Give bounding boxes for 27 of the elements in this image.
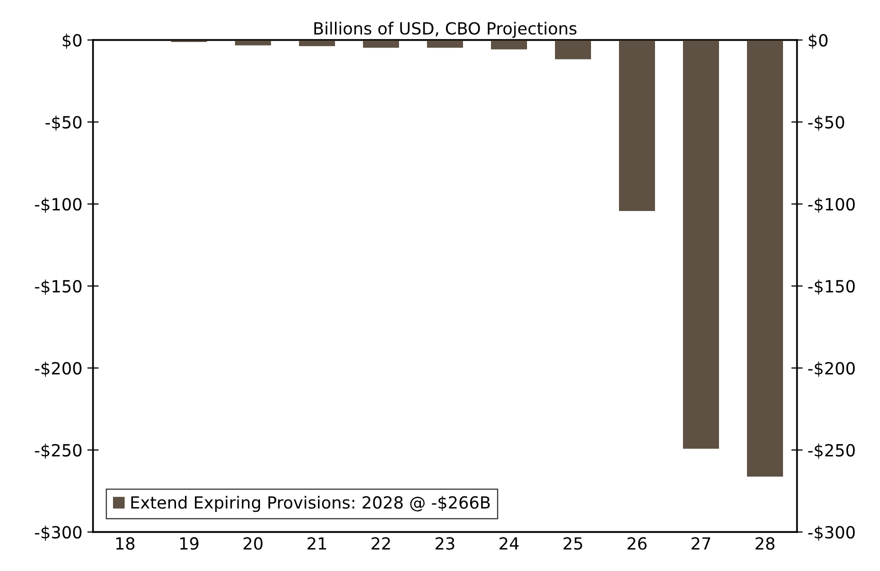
chart-subtitle: Billions of USD, CBO Projections [314,22,576,38]
x-tick-label: 27 [692,537,710,550]
x-tick-label: 25 [564,537,582,550]
x-tick-label: 18 [116,537,134,550]
x-tick-label: 24 [500,537,519,550]
y2-tick-label: -$250 [808,444,855,459]
x-tick-label: 23 [436,537,454,550]
y2-tick-label: $0 [808,34,828,49]
y2-tick-label: -$50 [808,116,844,131]
x-tick-label: 26 [628,537,647,550]
y-tick-label: -$50 [46,116,82,131]
y2-tick-label: -$100 [808,198,855,213]
legend-label: Extend Expiring Provisions: 2028 @ -$266B [131,496,490,512]
y-tick-label: -$100 [34,198,82,213]
y2-tick-label: -$300 [808,526,855,541]
y-tick-label: $0 [62,34,82,49]
x-tick-label: 21 [308,537,326,550]
x-tick-label: 28 [756,537,774,550]
y-tick-label: -$250 [34,444,82,459]
y-tick-label: -$200 [34,362,82,377]
x-tick-label: 22 [372,537,390,550]
x-tick-label: 20 [244,537,262,550]
y-tick-label: -$150 [34,280,82,295]
y2-tick-label: -$150 [808,280,855,295]
x-tick-label: 19 [180,537,198,550]
y2-tick-label: -$200 [808,362,855,377]
y-tick-label: -$300 [34,526,82,541]
